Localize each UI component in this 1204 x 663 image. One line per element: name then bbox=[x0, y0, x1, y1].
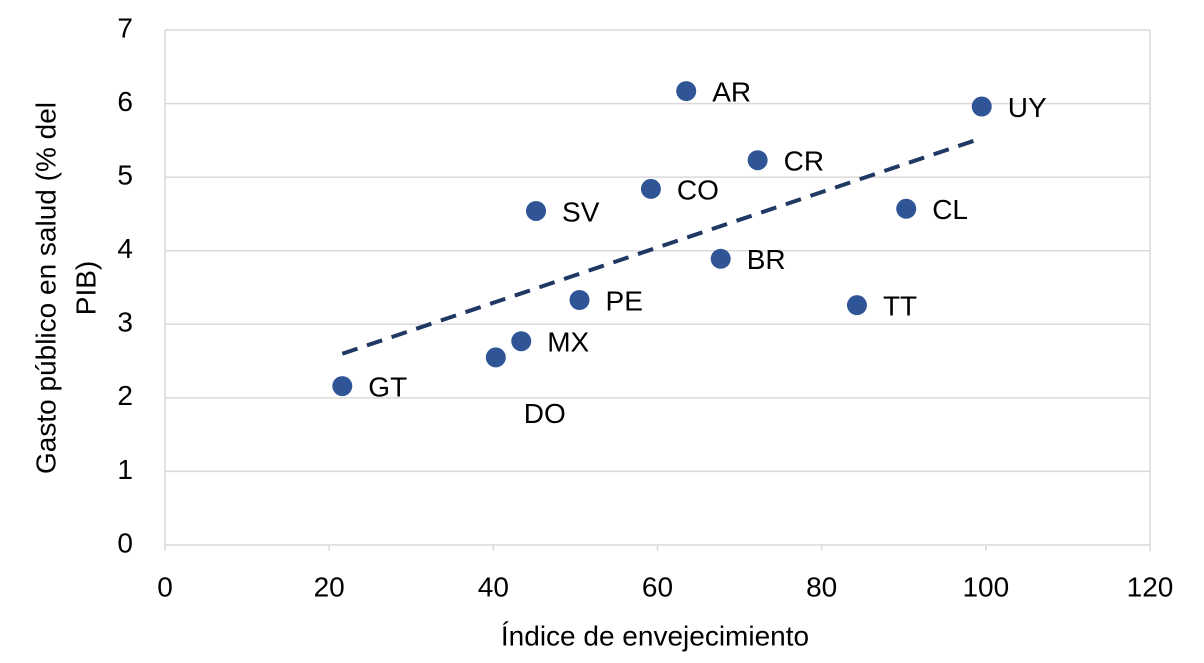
x-tick-label: 40 bbox=[478, 571, 509, 602]
y-tick-label: 5 bbox=[117, 160, 133, 191]
point bbox=[569, 290, 590, 311]
point-label: SV bbox=[562, 196, 600, 227]
y-tick-label: 0 bbox=[117, 527, 133, 558]
point-label: AR bbox=[712, 76, 751, 107]
point-label: MX bbox=[547, 327, 589, 358]
point bbox=[332, 376, 353, 397]
x-tick-label: 0 bbox=[157, 571, 173, 602]
y-axis-label-line: PIB) bbox=[70, 261, 101, 315]
y-axis-label-line: Gasto público en salud (% del bbox=[30, 102, 61, 474]
point-label: DO bbox=[524, 398, 566, 429]
y-axis-label: Gasto público en salud (% del PIB) bbox=[30, 102, 101, 474]
point bbox=[676, 81, 697, 102]
point-label: CR bbox=[784, 146, 824, 177]
point bbox=[896, 198, 917, 219]
x-tick-label: 20 bbox=[314, 571, 345, 602]
y-tick-label: 2 bbox=[117, 380, 133, 411]
point bbox=[526, 200, 547, 221]
point-label: TT bbox=[883, 291, 917, 322]
x-tick-label: 100 bbox=[962, 571, 1009, 602]
x-tick-label: 120 bbox=[1127, 571, 1174, 602]
point-label: GT bbox=[368, 371, 407, 402]
point bbox=[747, 150, 768, 171]
point bbox=[846, 295, 867, 316]
y-tick-label: 1 bbox=[117, 454, 133, 485]
point bbox=[971, 96, 992, 117]
point-label: CO bbox=[677, 174, 719, 205]
y-tick-label: 4 bbox=[117, 233, 133, 264]
point-label: BR bbox=[747, 244, 786, 275]
x-tick-label: 60 bbox=[642, 571, 673, 602]
x-axis-label: Índice de envejecimiento bbox=[501, 620, 809, 651]
point-label: CL bbox=[932, 194, 968, 225]
y-tick-label: 3 bbox=[117, 307, 133, 338]
trendline bbox=[341, 136, 983, 356]
point bbox=[485, 347, 506, 368]
point bbox=[640, 178, 661, 199]
point bbox=[710, 248, 731, 269]
y-tick-label: 7 bbox=[117, 12, 133, 43]
y-tick-label: 6 bbox=[117, 86, 133, 117]
point-label: UY bbox=[1008, 92, 1047, 123]
point bbox=[511, 331, 532, 352]
x-tick-label: 80 bbox=[806, 571, 837, 602]
point-label: PE bbox=[606, 285, 643, 316]
